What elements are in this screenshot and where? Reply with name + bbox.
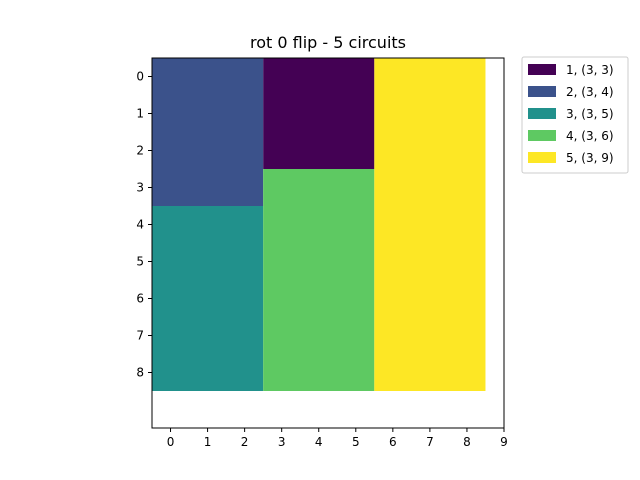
circuit-block-4 bbox=[263, 169, 375, 391]
y-tick-label: 6 bbox=[136, 292, 144, 306]
legend-label-1: 1, (3, 3) bbox=[566, 63, 614, 77]
circuit-block-2 bbox=[152, 58, 264, 206]
x-tick-label: 0 bbox=[167, 435, 175, 449]
circuit-block-3 bbox=[152, 206, 264, 391]
legend-label-3: 3, (3, 5) bbox=[566, 107, 614, 121]
legend-swatch-3 bbox=[528, 108, 556, 119]
x-tick-label: 8 bbox=[463, 435, 471, 449]
x-tick-label: 1 bbox=[204, 435, 212, 449]
legend: 1, (3, 3) 2, (3, 4) 3, (3, 5) 4, (3, 6) 5, (… bbox=[521, 56, 629, 174]
y-tick-label: 8 bbox=[136, 366, 144, 380]
circuit-block-1 bbox=[263, 58, 375, 169]
x-tick-label: 2 bbox=[241, 435, 249, 449]
circuit-block-5 bbox=[374, 58, 486, 391]
y-tick-label: 7 bbox=[136, 329, 144, 343]
legend-swatch-5 bbox=[528, 152, 556, 163]
x-tick-label: 6 bbox=[389, 435, 397, 449]
legend-label-2: 2, (3, 4) bbox=[566, 85, 614, 99]
x-tick-label: 9 bbox=[500, 435, 508, 449]
y-tick-label: 1 bbox=[136, 107, 144, 121]
plot-area: 0 1 2 3 4 5 6 7 8 9 0 1 2 3 4 5 6 7 8 bbox=[136, 57, 508, 449]
x-tick-label: 3 bbox=[278, 435, 286, 449]
x-tick-label: 7 bbox=[426, 435, 434, 449]
legend-label-4: 4, (3, 6) bbox=[566, 129, 614, 143]
legend-swatch-1 bbox=[528, 64, 556, 75]
legend-swatch-4 bbox=[528, 130, 556, 141]
chart-title: rot 0 flip - 5 circuits bbox=[250, 33, 406, 52]
axes-frame bbox=[151, 57, 505, 429]
legend-label-5: 5, (3, 9) bbox=[566, 151, 614, 165]
y-tick-label: 2 bbox=[136, 144, 144, 158]
legend-swatch-2 bbox=[528, 86, 556, 97]
y-tick-label: 3 bbox=[136, 181, 144, 195]
y-tick-label: 0 bbox=[136, 70, 144, 84]
y-tick-label: 5 bbox=[136, 255, 144, 269]
x-tick-label: 5 bbox=[352, 435, 360, 449]
x-tick-label: 4 bbox=[315, 435, 323, 449]
y-tick-label: 4 bbox=[136, 218, 144, 232]
